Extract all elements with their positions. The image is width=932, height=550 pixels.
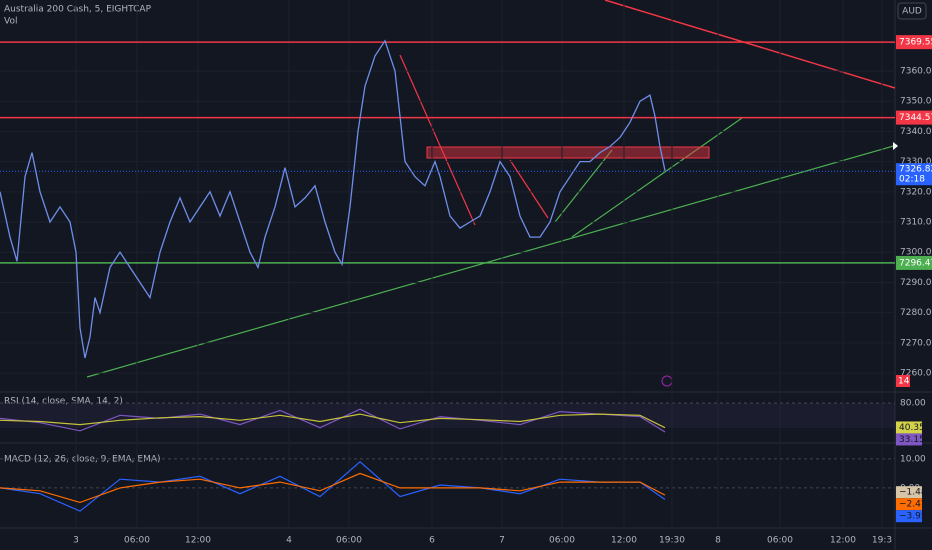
price-badge-label: 7344.57 <box>899 113 932 123</box>
x-tick-label: 06:00 <box>549 536 575 546</box>
y-tick-label: 7340.00 <box>900 127 932 137</box>
y-tick-label: 7310.00 <box>900 218 932 228</box>
trend-line <box>571 117 743 238</box>
value-badge-label: 33.15 <box>899 435 925 445</box>
y-tick-label: 7270.00 <box>900 338 932 348</box>
value-badge <box>896 498 922 511</box>
rsi-title: RSI (14, close, SMA, 14, 2) <box>4 397 123 407</box>
price-badge <box>896 163 932 186</box>
y-tick-label: 7300.00 <box>900 248 932 258</box>
trend-line <box>509 159 549 219</box>
y-tick-label: 7320.00 <box>900 187 932 197</box>
indicator-line <box>0 461 666 512</box>
countdown: 02:18 <box>899 175 925 185</box>
macd-title: MACD (12, 26, close, 9, EMA, EMA) <box>4 455 161 465</box>
price-badge-label: 7326.82 <box>899 165 932 175</box>
indicator-line <box>0 472 666 504</box>
x-tick-label: 12:00 <box>830 536 856 546</box>
x-tick-label: 4 <box>286 536 292 546</box>
value-badge-label: −3.95 <box>899 512 927 522</box>
price-badge <box>896 110 932 125</box>
value-badge <box>896 510 922 523</box>
indicator-line <box>0 408 666 433</box>
x-tick-label: 06:00 <box>124 536 150 546</box>
x-tick-label: 6 <box>429 536 435 546</box>
value-badge <box>896 486 922 499</box>
trend-line <box>604 0 896 89</box>
resistance-zone <box>426 146 710 159</box>
y-tick-label: 10.00 <box>900 454 926 464</box>
indicator-line <box>0 413 666 429</box>
volume-badge <box>896 375 910 387</box>
value-badge-label: 40.35 <box>899 423 925 433</box>
x-tick-label: 19:3 <box>872 536 892 546</box>
volume-title: Vol <box>4 17 17 27</box>
price-badge-label: 7296.47 <box>899 258 932 268</box>
x-tick-label: 12:00 <box>611 536 637 546</box>
x-tick-label: 3 <box>73 536 79 546</box>
x-tick-label: 19:30 <box>659 536 685 546</box>
y-tick-label: 80.00 <box>900 399 926 409</box>
y-tick-label: 7330.00 <box>900 157 932 167</box>
price-badge-label: 7369.55 <box>899 38 932 48</box>
rsi-band <box>0 403 895 429</box>
y-tick-label: 7260.00 <box>900 369 932 379</box>
trend-line <box>399 54 476 226</box>
price-badge <box>896 255 932 270</box>
price-badge <box>896 35 932 50</box>
currency[interactable]: AUD <box>902 7 922 17</box>
symbol-title: Australia 200 Cash, 5, EIGHTCAP <box>4 5 152 15</box>
value-badge-label: −2.47 <box>899 500 927 510</box>
y-tick-label: 7280.00 <box>900 308 932 318</box>
value-badge-label: −1.48 <box>899 488 927 498</box>
x-tick-label: 7 <box>499 536 505 546</box>
x-tick-label: 8 <box>715 536 721 546</box>
x-tick-label: 06:00 <box>336 536 362 546</box>
arrow-marker <box>893 142 898 150</box>
y-tick-label: 7360.00 <box>900 66 932 76</box>
y-tick-label: 7290.00 <box>900 278 932 288</box>
trend-line <box>86 144 898 378</box>
x-tick-label: 06:00 <box>767 536 793 546</box>
y-tick-label: 7350.00 <box>900 97 932 107</box>
currency-button[interactable] <box>897 2 927 20</box>
x-tick-label: 12:00 <box>185 536 211 546</box>
value-badge <box>896 421 922 434</box>
volume-value: 14 <box>898 377 910 387</box>
price-line <box>0 39 666 359</box>
value-badge <box>896 433 922 446</box>
